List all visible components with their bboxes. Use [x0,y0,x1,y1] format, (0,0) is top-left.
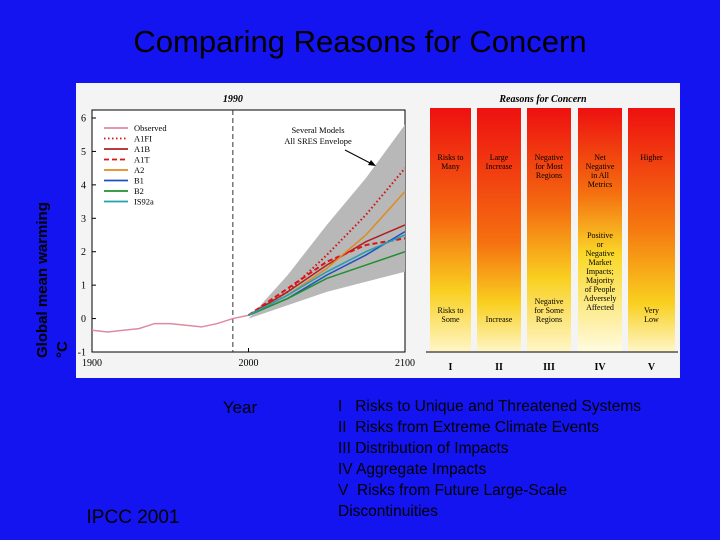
concern-column [430,108,471,352]
y-tick-label: 3 [81,214,86,225]
y-tick-label: -1 [78,348,86,359]
legend-label: A2 [134,165,144,175]
column-top-text: Increase [486,162,513,171]
note-line: II Risks from Extreme Climate Events [338,419,599,436]
column-bottom-text: Increase [486,315,513,324]
source: IPCC 2001 [87,507,180,528]
column-top-text: Many [441,162,460,171]
column-bottom-text: Very [644,306,659,315]
note-line: IV Aggregate Impacts [338,461,486,478]
column-top-text: Negative [535,153,564,162]
column-bottom-text: Low [644,315,659,324]
x-tick-label: 2100 [395,358,415,369]
column-top-text: Large [490,153,509,162]
column-top-text: Negative [586,162,615,171]
column-bottom-text: Majority [586,276,614,285]
x-tick-label: 2000 [239,358,259,369]
series-line [91,314,249,333]
note-line: V Risks from Future Large-Scale [338,482,567,499]
column-bottom-text: Impacts; [586,267,614,276]
legend-label: IS92a [134,197,154,207]
column-bottom-text: or [597,240,604,249]
slide-title: Comparing Reasons for Concern [133,24,586,59]
x-tick-label: 1900 [82,358,102,369]
column-bottom-text: Positive [587,231,613,240]
notes: I Risks to Unique and Threatened Systems… [338,398,641,520]
legend-label: Observed [134,123,167,133]
y-tick-label: 0 [81,314,86,325]
column-bottom-text: Some [441,315,460,324]
x-axis-label: Year [223,398,258,417]
column-numeral: II [495,362,503,373]
note-line: I Risks to Unique and Threatened Systems [338,398,641,415]
concern-column [628,108,675,352]
y-axis-label: Global mean warming [34,202,51,358]
concern-column [578,108,622,352]
column-numeral: I [449,362,453,373]
column-bottom-text: Affected [586,303,614,312]
column-top-text: Net [594,153,606,162]
column-top-text: Higher [640,153,663,162]
legend-label: B2 [134,186,144,196]
series-line [248,234,406,316]
column-top-text: in All [591,171,610,180]
column-top-text: Metrics [588,180,612,189]
column-bottom-text: Regions [536,315,562,324]
column-bottom-text: Adversely [584,294,617,303]
y-tick-label: 6 [81,114,86,125]
y-axis-label: °C [54,341,71,358]
column-bottom-text: Risks to [437,306,463,315]
column-numeral: III [543,362,555,373]
note-line: III Distribution of Impacts [338,440,509,457]
y-tick-label: 1 [81,281,86,292]
column-top-text: Risks to [437,153,463,162]
y-tick-label: 2 [81,247,86,258]
note-line: Discontinuities [338,503,438,520]
annotation-arrowhead [368,160,376,166]
legend-label: A1B [134,144,150,154]
annotation: All SRES Envelope [284,136,352,146]
annotation-arrow [344,149,373,165]
column-numeral: V [648,362,656,373]
annotation: Several Models [291,125,344,135]
panel-title: Reasons for Concern [498,94,587,105]
column-bottom-text: Negative [535,297,564,306]
column-numeral: IV [594,362,606,373]
series-line [248,251,406,316]
concern-column [477,108,521,352]
legend-label: A1T [134,155,150,165]
column-bottom-text: Negative [586,249,615,258]
column-bottom-text: for Some [534,306,564,315]
column-bottom-text: Market [588,258,612,267]
envelope-area [248,124,405,319]
column-bottom-text: of People [585,285,616,294]
legend-label: A1FI [134,134,152,144]
annotation: 1990 [223,94,243,105]
series-line [248,224,406,316]
y-tick-label: 4 [81,180,86,191]
legend-label: B1 [134,176,144,186]
column-top-text: Regions [536,171,562,180]
y-tick-label: 5 [81,147,86,158]
concern-column [527,108,571,352]
column-top-text: for Most [535,162,564,171]
